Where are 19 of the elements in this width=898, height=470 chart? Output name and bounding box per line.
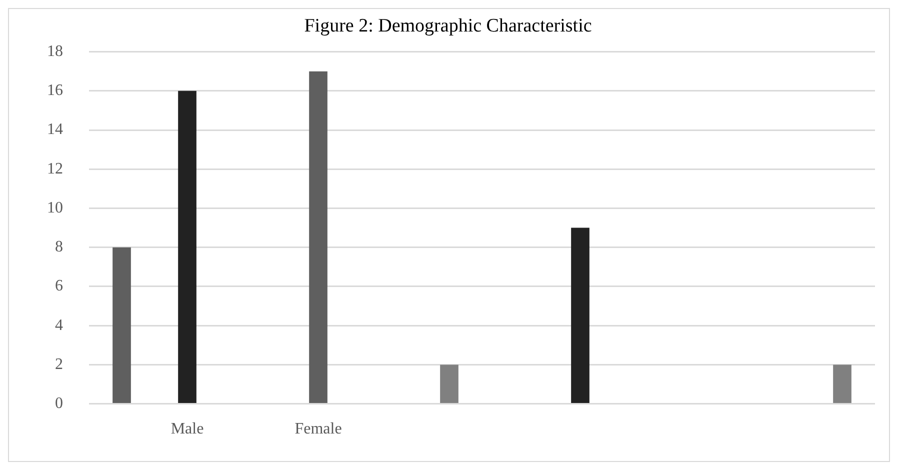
y-tick-label: 10 <box>47 199 63 216</box>
bar <box>440 364 458 404</box>
bar <box>112 247 131 404</box>
chart-title: Figure 2: Demographic Characteristic <box>304 15 592 36</box>
bar <box>309 71 328 404</box>
bar <box>833 364 852 404</box>
y-tick-label: 18 <box>47 43 63 60</box>
y-tick-label: 2 <box>55 356 63 373</box>
y-tick-label: 14 <box>47 121 63 138</box>
y-tick-label: 8 <box>55 238 63 256</box>
y-tick-label: 4 <box>55 316 63 334</box>
y-tick-label: 12 <box>47 160 63 178</box>
y-tick-label: 16 <box>47 82 63 100</box>
y-tick-label: 6 <box>55 278 63 295</box>
y-tick-label: 0 <box>55 395 63 412</box>
x-tick-label: Female <box>294 420 342 438</box>
bar <box>571 228 590 404</box>
x-tick-label: Male <box>170 420 204 438</box>
bar <box>178 90 196 404</box>
